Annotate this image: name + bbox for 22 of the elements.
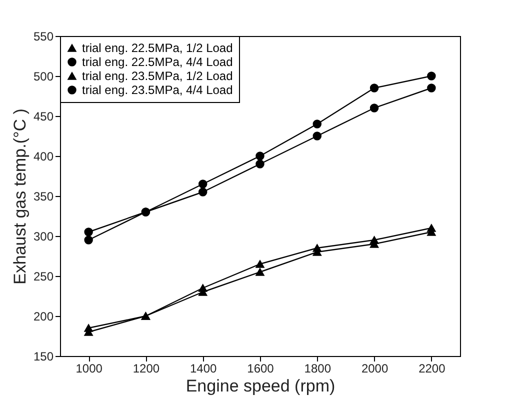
y-tick-label: 150 <box>33 350 54 364</box>
y-tick-label: 550 <box>33 30 54 44</box>
y-tick-label: 400 <box>33 150 54 164</box>
y-tick-label: 350 <box>33 190 54 204</box>
y-tick-label: 300 <box>33 230 54 244</box>
legend-label: trial eng. 23.5MPa, 4/4 Load <box>82 83 233 97</box>
y-tick-label: 200 <box>33 310 54 324</box>
x-tick-label: 2200 <box>418 362 446 376</box>
y-axis-title: Exhaust gas temp.(°C ) <box>10 108 30 284</box>
x-tick-label: 1200 <box>132 362 160 376</box>
x-tick-label: 1000 <box>76 362 103 376</box>
x-tick-label: 1800 <box>304 362 332 376</box>
legend-label: trial eng. 22.5MPa, 4/4 Load <box>82 55 233 69</box>
x-axis-title: Engine speed (rpm) <box>186 376 336 396</box>
y-tick-label: 450 <box>33 110 54 124</box>
x-tick-label: 1400 <box>190 362 218 376</box>
x-tick-label: 1600 <box>247 362 274 376</box>
legend-label: trial eng. 23.5MPa, 1/2 Load <box>82 69 233 83</box>
y-tick-label: 250 <box>33 270 54 284</box>
y-tick-label: 500 <box>33 70 54 84</box>
legend-label: trial eng. 22.5MPa, 1/2 Load <box>82 41 233 55</box>
x-tick-label: 2000 <box>361 362 388 376</box>
